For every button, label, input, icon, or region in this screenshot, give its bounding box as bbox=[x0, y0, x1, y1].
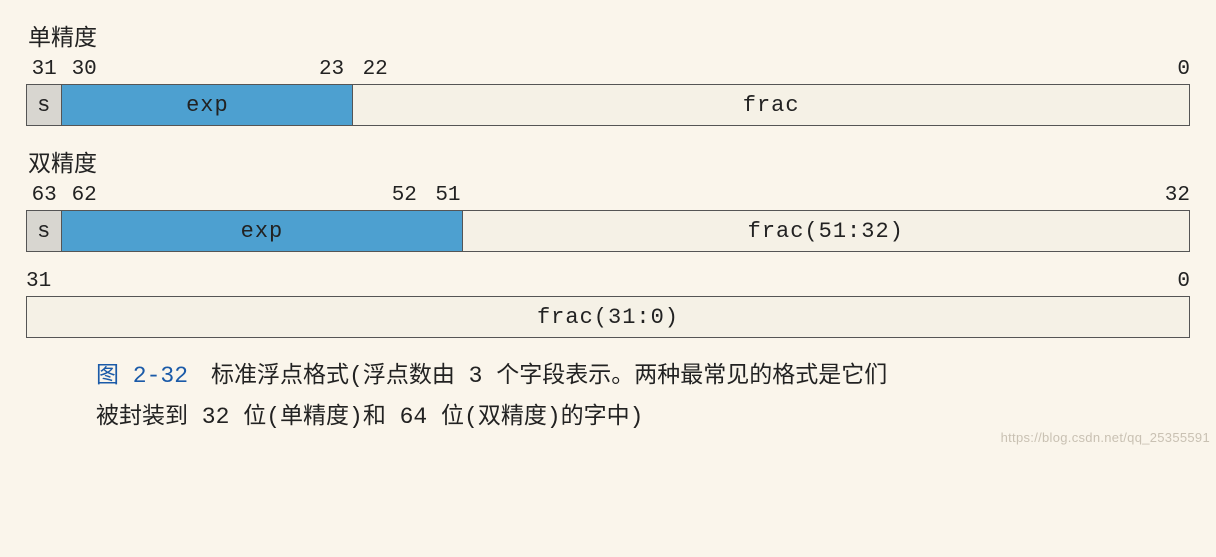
bit-label: 0 bbox=[1177, 58, 1190, 81]
bit-label: 32 bbox=[1165, 184, 1190, 207]
double-precision-title: 双精度 bbox=[28, 144, 1190, 178]
bit-label: 31 bbox=[26, 270, 51, 293]
bit-label: 23 bbox=[319, 58, 344, 81]
frac-hi-seg: frac(51:32) bbox=[463, 210, 1191, 252]
bit-label: 51 bbox=[435, 184, 460, 207]
single-bit-labels-row: 31 30 23 22 0 bbox=[26, 58, 1190, 82]
frac-lo-seg: frac(31:0) bbox=[26, 296, 1190, 338]
exp-seg: exp bbox=[62, 84, 353, 126]
figure-caption-line1: 标准浮点格式(浮点数由 3 个字段表示。两种最常见的格式是它们 bbox=[188, 363, 887, 389]
bit-label: 62 bbox=[72, 184, 97, 207]
double-precision-bar-row1: sexpfrac(51:32) bbox=[26, 210, 1190, 252]
exp-seg: exp bbox=[62, 210, 462, 252]
double-bit-labels-row-2: 31 0 bbox=[26, 270, 1190, 294]
single-precision-title: 单精度 bbox=[28, 18, 1190, 52]
figure-caption: 图 2-32 标准浮点格式(浮点数由 3 个字段表示。两种最常见的格式是它们 被… bbox=[96, 356, 1120, 439]
bit-label: 63 bbox=[32, 184, 57, 207]
bit-label: 52 bbox=[392, 184, 417, 207]
watermark-text: https://blog.csdn.net/qq_25355591 bbox=[1001, 430, 1210, 445]
sign-seg: s bbox=[26, 210, 62, 252]
bit-label: 0 bbox=[1177, 270, 1190, 293]
double-bit-labels-row-1: 63 62 52 51 32 bbox=[26, 184, 1190, 208]
sign-seg: s bbox=[26, 84, 62, 126]
bit-label: 22 bbox=[363, 58, 388, 81]
single-precision-bar: sexpfrac bbox=[26, 84, 1190, 126]
figure-number-label: 图 2-32 bbox=[96, 363, 188, 389]
figure-caption-line2: 被封装到 32 位(单精度)和 64 位(双精度)的字中) bbox=[96, 404, 643, 430]
double-precision-bar-row2: frac(31:0) bbox=[26, 296, 1190, 338]
bit-label: 31 bbox=[32, 58, 57, 81]
frac-seg: frac bbox=[353, 84, 1190, 126]
bit-label: 30 bbox=[72, 58, 97, 81]
